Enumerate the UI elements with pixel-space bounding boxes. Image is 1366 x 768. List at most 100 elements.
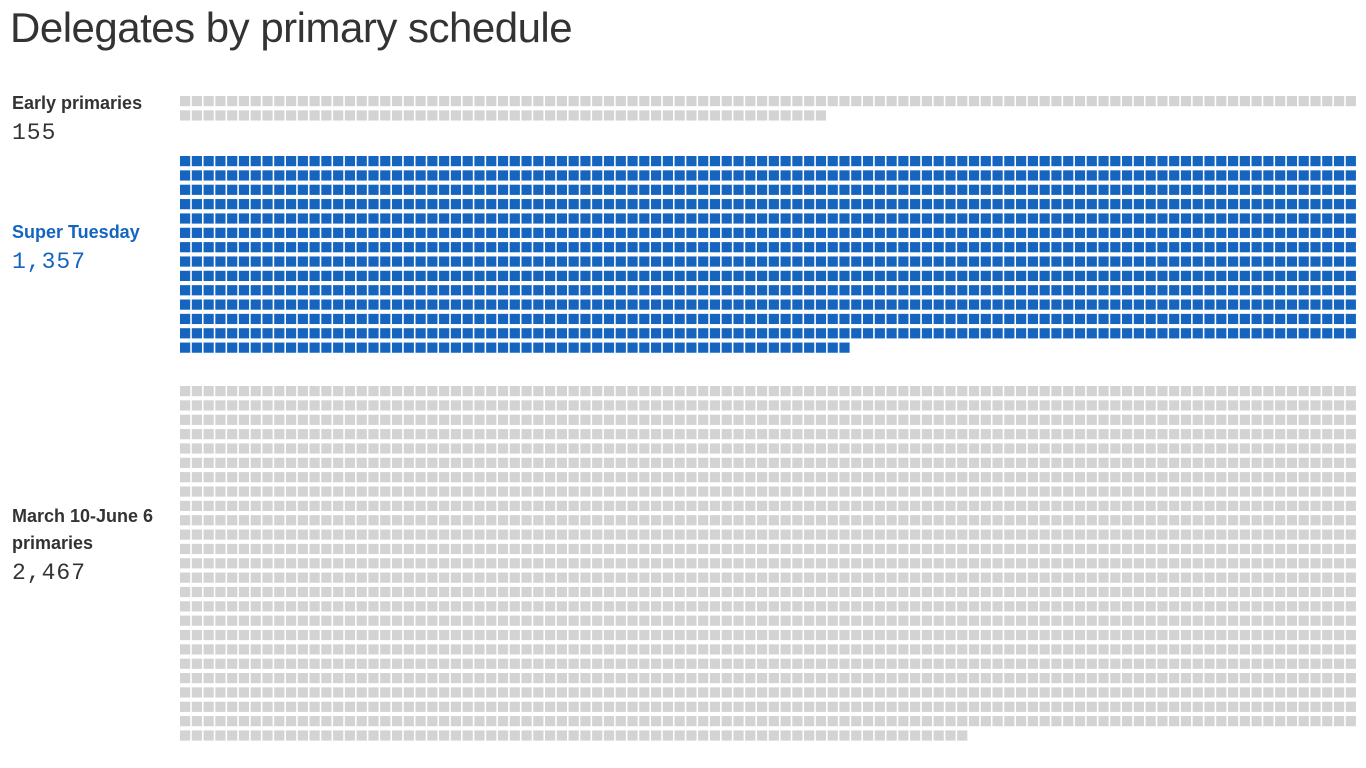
delegate-square	[910, 299, 921, 310]
delegate-square	[709, 400, 721, 411]
delegate-square	[886, 227, 897, 238]
delegate-square	[980, 227, 991, 238]
delegate-square	[533, 285, 544, 296]
delegate-square	[262, 644, 273, 655]
delegate-square	[191, 687, 202, 698]
delegate-square	[933, 285, 944, 296]
delegate-square	[1263, 270, 1274, 281]
delegate-square	[804, 299, 815, 310]
delegate-square	[215, 443, 226, 454]
delegate-square	[439, 227, 450, 238]
delegate-square	[662, 199, 673, 210]
delegate-square	[391, 213, 403, 224]
delegate-square	[1004, 572, 1015, 583]
delegate-square	[910, 572, 921, 583]
delegate-square	[556, 170, 567, 181]
delegate-square	[380, 156, 391, 167]
delegate-square	[1169, 400, 1180, 411]
delegate-square	[709, 299, 721, 310]
delegate-square	[1275, 96, 1286, 107]
delegate-square	[651, 400, 662, 411]
delegate-square	[1122, 328, 1133, 339]
delegate-square	[980, 543, 991, 555]
delegate-square	[238, 342, 250, 353]
delegate-square	[815, 429, 827, 440]
delegate-square	[1133, 543, 1144, 555]
delegate-square	[450, 730, 462, 741]
delegate-square	[497, 572, 509, 583]
delegate-square	[580, 386, 591, 397]
delegate-square	[804, 313, 815, 325]
delegate-square	[1204, 701, 1215, 712]
delegate-square	[768, 586, 779, 598]
delegate-square	[768, 615, 779, 626]
delegate-square	[1286, 199, 1298, 210]
delegate-square	[227, 96, 238, 107]
delegate-square	[874, 285, 885, 296]
delegate-square	[580, 543, 591, 555]
delegate-square	[780, 227, 791, 238]
delegate-square	[203, 227, 214, 238]
delegate-square	[1145, 529, 1156, 540]
delegate-square	[274, 572, 285, 583]
delegate-square	[427, 457, 438, 468]
delegate-square	[403, 184, 414, 195]
delegate-square	[1275, 299, 1286, 310]
delegate-square	[968, 400, 980, 411]
delegate-square	[815, 701, 827, 712]
delegate-square	[603, 687, 615, 698]
delegate-square	[1133, 644, 1144, 655]
delegate-square	[1145, 242, 1156, 253]
delegate-square	[980, 629, 991, 641]
delegate-square	[615, 644, 626, 655]
delegate-square	[898, 543, 909, 555]
delegate-square	[1322, 629, 1333, 641]
delegate-square	[886, 457, 897, 468]
delegate-square	[662, 299, 673, 310]
delegate-square	[1345, 500, 1356, 511]
delegate-square	[827, 184, 838, 195]
delegate-square	[792, 443, 803, 454]
delegate-square	[792, 414, 803, 425]
delegate-square	[415, 342, 426, 353]
delegate-square	[733, 386, 744, 397]
delegate-square	[898, 299, 909, 310]
delegate-square	[474, 500, 485, 511]
delegate-square	[545, 687, 556, 698]
delegate-square	[651, 457, 662, 468]
delegate-square	[250, 486, 261, 497]
delegate-square	[898, 601, 909, 612]
delegate-square	[1216, 543, 1227, 555]
delegate-square	[427, 400, 438, 411]
delegate-square	[839, 673, 850, 684]
delegate-square	[450, 199, 462, 210]
delegate-square	[1098, 414, 1109, 425]
delegate-square	[1098, 644, 1109, 655]
delegate-square	[1157, 184, 1168, 195]
delegate-square	[509, 629, 520, 641]
delegate-square	[968, 644, 980, 655]
delegate-square	[733, 615, 744, 626]
delegate-square	[1074, 572, 1086, 583]
delegate-square	[756, 629, 768, 641]
delegate-square	[474, 629, 485, 641]
delegate-square	[356, 400, 367, 411]
delegate-square	[403, 242, 414, 253]
delegate-square	[462, 110, 473, 121]
delegate-square	[545, 110, 556, 121]
delegate-square	[1227, 270, 1239, 281]
delegate-square	[403, 299, 414, 310]
delegate-square	[851, 400, 862, 411]
delegate-square	[521, 515, 532, 526]
delegate-square	[1027, 629, 1038, 641]
delegate-square	[215, 299, 226, 310]
delegate-square	[709, 586, 721, 598]
delegate-square	[957, 156, 968, 167]
delegate-square	[521, 658, 532, 669]
delegate-square	[368, 701, 379, 712]
delegate-square	[1239, 515, 1250, 526]
delegate-square	[297, 687, 308, 698]
delegate-square	[415, 486, 426, 497]
delegate-square	[1239, 629, 1250, 641]
delegate-square	[698, 701, 709, 712]
